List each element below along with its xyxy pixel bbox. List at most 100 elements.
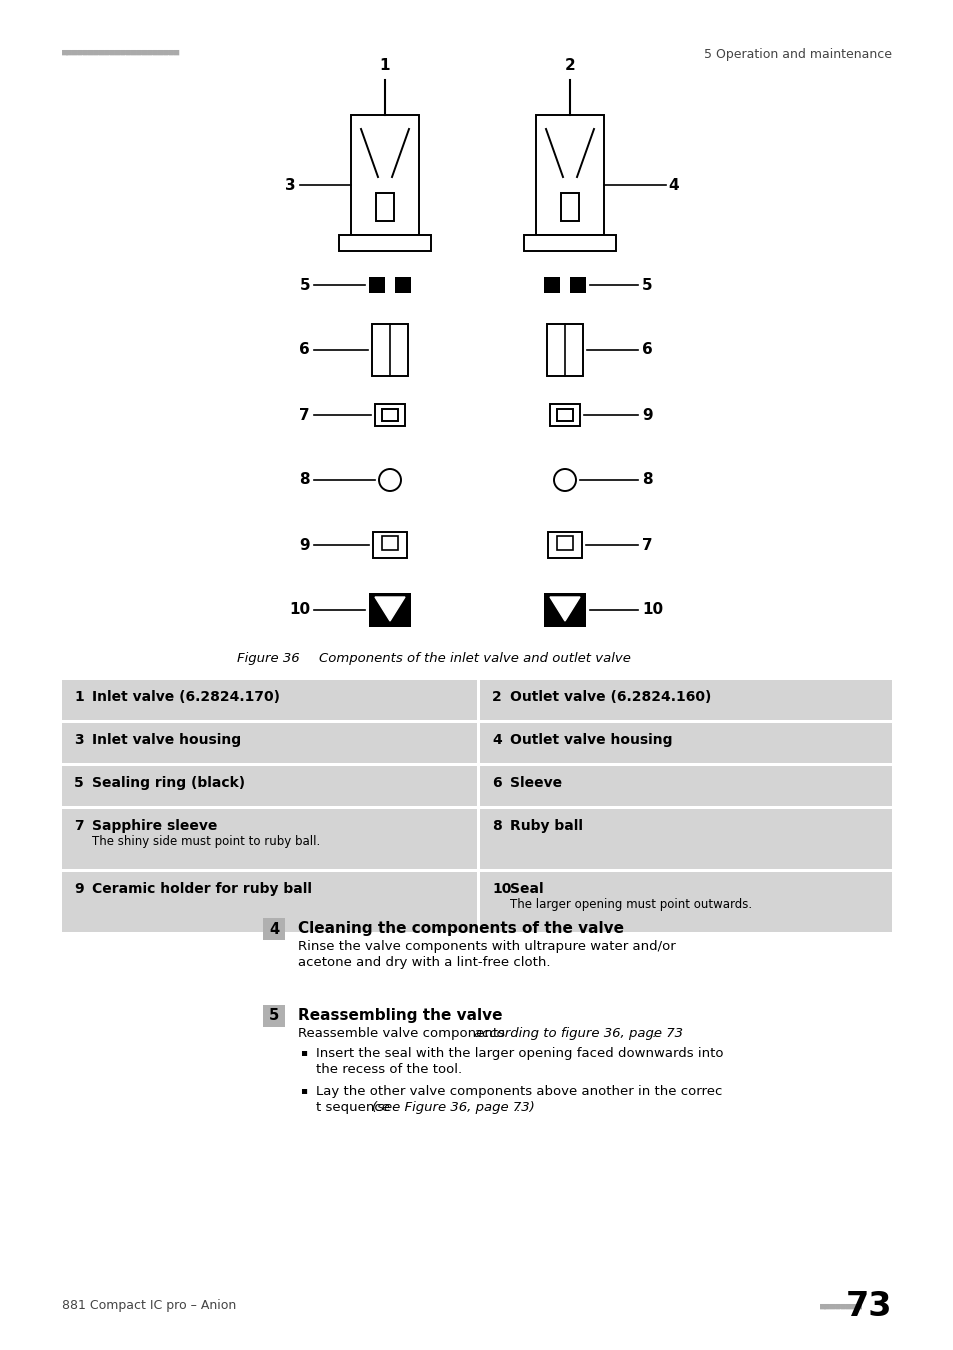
Bar: [375, 193, 394, 221]
Text: Inlet valve housing: Inlet valve housing: [91, 733, 241, 747]
Text: Figure 36: Figure 36: [236, 652, 299, 666]
Text: 2: 2: [564, 58, 575, 73]
Bar: [369, 593, 411, 626]
Bar: [546, 324, 582, 377]
Text: Cleaning the components of the valve: Cleaning the components of the valve: [297, 921, 623, 936]
Text: The larger opening must point outwards.: The larger opening must point outwards.: [510, 898, 751, 911]
Text: according to figure 36, page 73: according to figure 36, page 73: [474, 1027, 682, 1040]
Text: .: .: [651, 1027, 656, 1040]
Text: 9: 9: [299, 537, 310, 552]
Text: Reassembling the valve: Reassembling the valve: [297, 1008, 502, 1023]
Bar: [560, 193, 578, 221]
Text: ■■■■■■■■: ■■■■■■■■: [820, 1301, 862, 1311]
Polygon shape: [375, 597, 405, 621]
Bar: [351, 115, 418, 235]
Bar: [373, 532, 407, 558]
Bar: [338, 235, 431, 251]
Text: 6: 6: [492, 776, 501, 790]
Polygon shape: [550, 597, 579, 621]
Text: 6: 6: [641, 343, 652, 358]
Text: the recess of the tool.: the recess of the tool.: [315, 1062, 461, 1076]
Bar: [62, 724, 476, 763]
Text: Reassemble valve components: Reassemble valve components: [297, 1027, 509, 1040]
Text: 8: 8: [641, 472, 652, 487]
Text: Lay the other valve components above another in the correc: Lay the other valve components above ano…: [315, 1085, 721, 1098]
Text: 10: 10: [641, 602, 662, 617]
Bar: [557, 536, 573, 549]
Text: The shiny side must point to ruby ball.: The shiny side must point to ruby ball.: [91, 836, 320, 848]
Text: Sapphire sleeve: Sapphire sleeve: [91, 819, 217, 833]
Text: 1: 1: [379, 58, 390, 73]
Text: Rinse the valve components with ultrapure water and/or: Rinse the valve components with ultrapur…: [297, 940, 679, 953]
Text: 2: 2: [492, 690, 501, 703]
Bar: [375, 404, 405, 427]
Bar: [543, 277, 585, 293]
Text: 7: 7: [299, 408, 310, 423]
Text: 881 Compact IC pro – Anion: 881 Compact IC pro – Anion: [62, 1300, 236, 1312]
Text: 3: 3: [285, 177, 295, 193]
Bar: [547, 532, 581, 558]
Text: .: .: [516, 1102, 519, 1114]
Bar: [557, 409, 573, 421]
Text: 10: 10: [289, 602, 310, 617]
Text: Ceramic holder for ruby ball: Ceramic holder for ruby ball: [91, 882, 312, 896]
Text: 5: 5: [74, 776, 84, 790]
Text: ▪: ▪: [299, 1085, 307, 1095]
Bar: [62, 765, 476, 806]
Text: (see Figure 36, page 73): (see Figure 36, page 73): [372, 1102, 535, 1114]
Bar: [62, 872, 476, 931]
Bar: [543, 593, 585, 626]
Bar: [381, 409, 397, 421]
Text: 9: 9: [641, 408, 652, 423]
Bar: [381, 536, 397, 549]
Text: 1: 1: [74, 690, 84, 703]
Bar: [372, 324, 408, 377]
Text: ■■■■■■■■■■■■■■■■■■■■■■: ■■■■■■■■■■■■■■■■■■■■■■: [62, 49, 180, 57]
Bar: [559, 277, 569, 293]
Text: 10: 10: [492, 882, 511, 896]
Bar: [479, 765, 891, 806]
Bar: [62, 680, 476, 720]
Text: 8: 8: [492, 819, 501, 833]
Text: Sealing ring (black): Sealing ring (black): [91, 776, 245, 790]
Text: Outlet valve (6.2824.160): Outlet valve (6.2824.160): [510, 690, 711, 703]
Text: 5 Operation and maintenance: 5 Operation and maintenance: [703, 49, 891, 61]
Text: acetone and dry with a lint-free cloth.: acetone and dry with a lint-free cloth.: [297, 956, 550, 969]
Bar: [550, 404, 579, 427]
Bar: [479, 809, 891, 869]
Text: 5: 5: [641, 278, 652, 293]
Text: 4: 4: [667, 177, 678, 193]
Bar: [523, 235, 616, 251]
Bar: [369, 277, 411, 293]
Text: 73: 73: [844, 1289, 891, 1323]
Text: 5: 5: [269, 1008, 279, 1023]
Text: Inlet valve (6.2824.170): Inlet valve (6.2824.170): [91, 690, 280, 703]
Bar: [62, 809, 476, 869]
Text: 5: 5: [299, 278, 310, 293]
Text: ▪: ▪: [299, 1048, 307, 1057]
Text: Seal: Seal: [510, 882, 543, 896]
Text: 7: 7: [74, 819, 84, 833]
Text: 9: 9: [74, 882, 84, 896]
Text: 6: 6: [299, 343, 310, 358]
Bar: [479, 872, 891, 931]
Circle shape: [554, 468, 576, 491]
Text: Sleeve: Sleeve: [510, 776, 561, 790]
Bar: [263, 918, 285, 940]
Text: t sequence: t sequence: [315, 1102, 390, 1114]
Bar: [479, 724, 891, 763]
Text: Outlet valve housing: Outlet valve housing: [510, 733, 672, 747]
Bar: [479, 680, 891, 720]
Text: 3: 3: [74, 733, 84, 747]
Text: 8: 8: [299, 472, 310, 487]
Text: Components of the inlet valve and outlet valve: Components of the inlet valve and outlet…: [302, 652, 630, 666]
Circle shape: [378, 468, 400, 491]
Text: Insert the seal with the larger opening faced downwards into: Insert the seal with the larger opening …: [315, 1048, 722, 1060]
Text: Ruby ball: Ruby ball: [510, 819, 582, 833]
Bar: [536, 115, 603, 235]
Text: 7: 7: [641, 537, 652, 552]
Text: 4: 4: [492, 733, 501, 747]
Text: 4: 4: [269, 922, 279, 937]
Bar: [263, 1004, 285, 1027]
Bar: [385, 277, 395, 293]
